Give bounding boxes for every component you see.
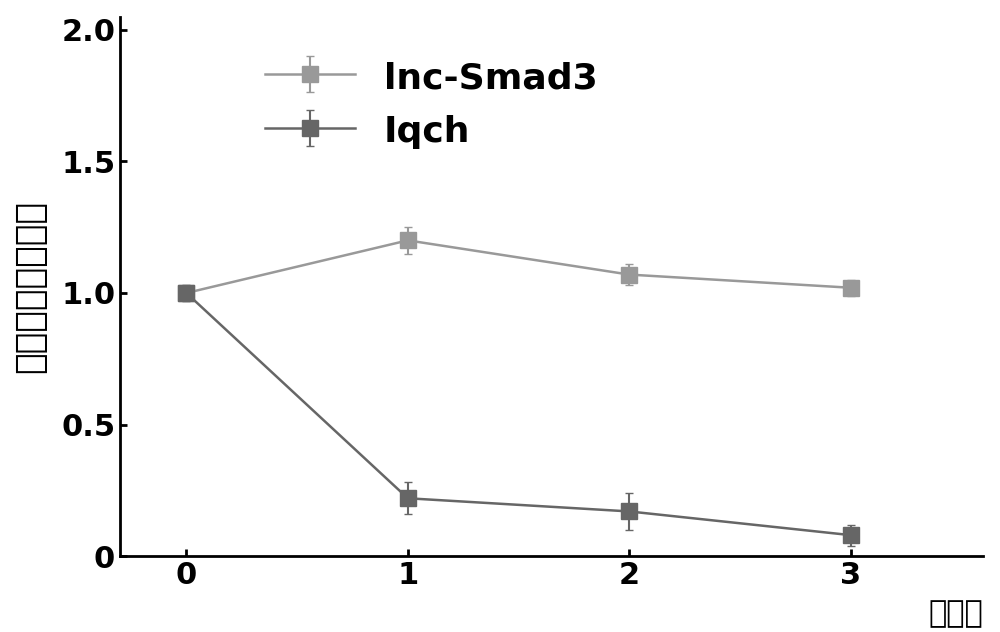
Legend: lnc-Smad3, Iqch: lnc-Smad3, Iqch [250,46,612,164]
Y-axis label: 基因相对表达水平: 基因相对表达水平 [13,200,47,373]
Text: （天）: （天） [929,599,983,628]
